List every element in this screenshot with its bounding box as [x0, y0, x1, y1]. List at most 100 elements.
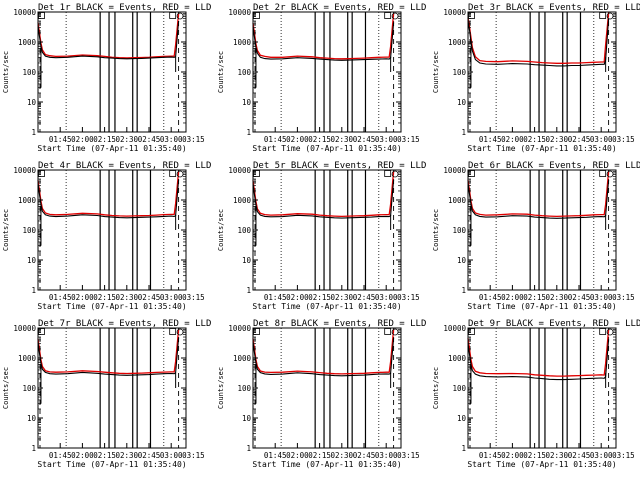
- y-axis-label: Counts/sec: [217, 51, 225, 93]
- x-tick-label: 03:15: [397, 293, 420, 302]
- y-tick-label: 10: [27, 414, 37, 423]
- events-series-line: [467, 180, 610, 219]
- x-tick-label: 02:15: [308, 135, 331, 144]
- x-tick-label: 02:00: [501, 135, 524, 144]
- x-tick-label: 03:15: [612, 451, 635, 460]
- y-tick-label: 1: [461, 286, 466, 295]
- y-tick-label: 1000: [448, 196, 467, 205]
- x-tick-label: 02:00: [71, 451, 94, 460]
- events-series-line: [37, 179, 180, 219]
- y-tick-label: 10000: [13, 324, 36, 333]
- x-tick-label: 02:15: [523, 135, 546, 144]
- lld-series-line: [467, 329, 610, 377]
- y-tick-label: 100: [22, 384, 36, 393]
- x-tick-label: 03:00: [160, 293, 183, 302]
- x-tick-label: 02:45: [138, 293, 161, 302]
- x-tick-label: 02:15: [93, 451, 116, 460]
- end-square-marker: [599, 328, 607, 335]
- end-square-marker: [384, 328, 392, 335]
- end-circle-marker: [391, 328, 399, 336]
- lld-series-line: [37, 171, 180, 217]
- x-tick-label: 01:45: [264, 135, 287, 144]
- x-tick-label: 02:45: [353, 451, 376, 460]
- chart-panel: Det 4r BLACK = Events, RED = LLD 1 10 100 10…: [2, 161, 211, 311]
- events-series-line: [252, 22, 395, 61]
- x-tick-label: 02:30: [546, 451, 569, 460]
- y-tick-label: 1000: [448, 38, 467, 47]
- end-circle-marker: [606, 170, 614, 178]
- y-tick-label: 100: [237, 384, 251, 393]
- lld-series-line: [37, 329, 180, 375]
- y-tick-label: 1: [461, 444, 466, 453]
- y-tick-label: 10: [242, 414, 252, 423]
- y-tick-label: 10: [27, 98, 37, 107]
- end-square-marker: [169, 328, 177, 335]
- lld-series-line: [37, 13, 180, 59]
- y-tick-label: 1: [246, 444, 251, 453]
- panel-title: Det 7r BLACK = Events, RED = LLD: [38, 319, 211, 329]
- y-tick-label: 100: [237, 226, 251, 235]
- y-tick-label: 1: [31, 286, 36, 295]
- y-tick-label: 1: [31, 128, 36, 137]
- x-tick-label: 03:00: [590, 451, 613, 460]
- x-axis-label: Start Time (07-Apr-11 01:35:40): [467, 302, 616, 311]
- lld-series-line: [467, 171, 610, 218]
- x-tick-label: 03:00: [590, 293, 613, 302]
- chart-panel: Det 1r BLACK = Events, RED = LLD 1 10 100 10…: [2, 3, 211, 153]
- end-circle-marker: [176, 170, 184, 178]
- y-tick-label: 10000: [228, 324, 251, 333]
- events-series-line: [252, 179, 395, 219]
- y-tick-label: 1: [461, 128, 466, 137]
- end-circle-marker: [391, 170, 399, 178]
- chart-panel: Det 2r BLACK = Events, RED = LLD 1 10 100 10…: [217, 3, 426, 153]
- y-tick-label: 1000: [448, 354, 467, 363]
- end-circle-marker: [176, 12, 184, 20]
- x-tick-label: 03:00: [375, 451, 398, 460]
- chart-panel: Det 8r BLACK = Events, RED = LLD 1 10 100 10…: [217, 319, 426, 469]
- y-axis-label: Counts/sec: [432, 51, 440, 93]
- x-tick-label: 02:00: [286, 293, 309, 302]
- x-axis-label: Start Time (07-Apr-11 01:35:40): [467, 144, 616, 153]
- x-axis-label: Start Time (07-Apr-11 01:35:40): [37, 144, 186, 153]
- x-axis-label: Start Time (07-Apr-11 01:35:40): [252, 144, 401, 153]
- x-tick-label: 02:30: [546, 135, 569, 144]
- events-series-line: [467, 18, 610, 67]
- chart-panel: Det 3r BLACK = Events, RED = LLD 1 10 100 10…: [432, 3, 640, 153]
- y-tick-label: 10000: [443, 166, 466, 175]
- y-tick-label: 10000: [228, 166, 251, 175]
- x-tick-label: 01:45: [479, 293, 502, 302]
- x-tick-label: 01:45: [264, 451, 287, 460]
- x-tick-label: 02:30: [116, 451, 139, 460]
- x-tick-label: 02:15: [308, 293, 331, 302]
- y-tick-label: 100: [22, 68, 36, 77]
- y-tick-label: 100: [237, 68, 251, 77]
- y-tick-label: 10000: [13, 166, 36, 175]
- y-tick-label: 1000: [18, 196, 37, 205]
- y-axis-label: Counts/sec: [217, 367, 225, 409]
- x-tick-label: 03:00: [160, 135, 183, 144]
- y-tick-label: 1000: [233, 196, 252, 205]
- y-axis-label: Counts/sec: [2, 367, 10, 409]
- x-tick-label: 03:15: [397, 135, 420, 144]
- x-tick-label: 02:15: [523, 293, 546, 302]
- x-tick-label: 03:15: [182, 135, 205, 144]
- lld-series-line: [252, 171, 395, 218]
- y-axis-label: Counts/sec: [432, 367, 440, 409]
- x-tick-label: 01:45: [264, 293, 287, 302]
- panel-title: Det 4r BLACK = Events, RED = LLD: [38, 161, 211, 171]
- y-tick-label: 10000: [443, 8, 466, 17]
- x-tick-label: 02:30: [331, 293, 354, 302]
- x-tick-label: 03:00: [160, 451, 183, 460]
- x-axis-label: Start Time (07-Apr-11 01:35:40): [37, 302, 186, 311]
- x-tick-label: 02:30: [331, 135, 354, 144]
- x-tick-label: 03:00: [375, 135, 398, 144]
- y-axis-label: Counts/sec: [2, 51, 10, 93]
- panel-title: Det 8r BLACK = Events, RED = LLD: [253, 319, 426, 329]
- y-tick-label: 100: [452, 68, 466, 77]
- end-square-marker: [169, 170, 177, 177]
- y-tick-label: 1000: [233, 38, 252, 47]
- x-tick-label: 02:00: [501, 293, 524, 302]
- x-tick-label: 03:15: [612, 293, 635, 302]
- end-square-marker: [599, 12, 607, 19]
- panel-title: Det 1r BLACK = Events, RED = LLD: [38, 3, 211, 13]
